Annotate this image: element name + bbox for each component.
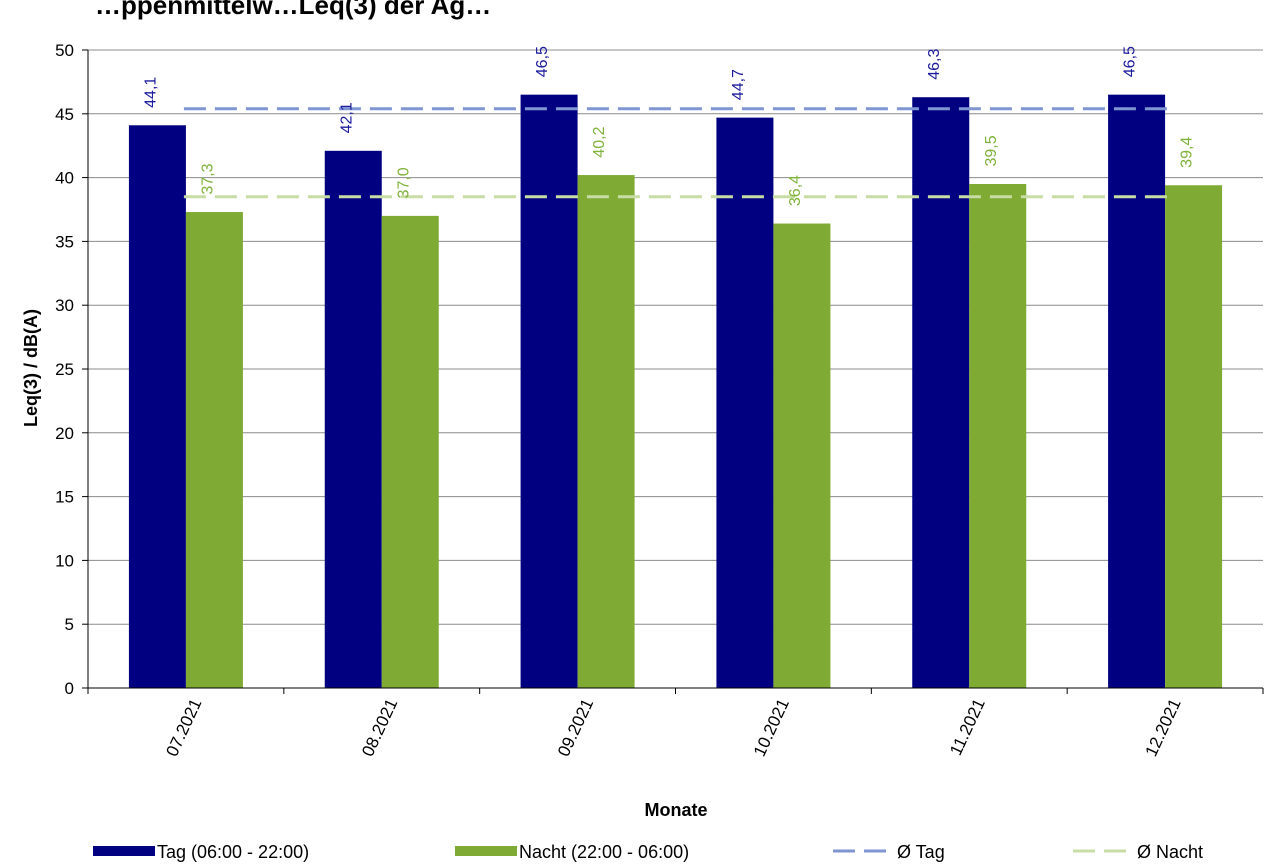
reference-lines (183, 107, 1168, 199)
data-label: 46,5 (534, 46, 551, 77)
legend-label: Nacht (22:00 - 06:00) (519, 842, 689, 862)
x-tick-label: 12.2021 (1142, 696, 1185, 760)
legend-swatch (93, 846, 155, 856)
x-tick-labels: 07.2021 08.2021 09.2021 10.2021 11.2021 12.20… (162, 696, 1184, 760)
y-tick-label: 10 (55, 551, 74, 570)
legend: Tag (06:00 - 22:00) Nacht (22:00 - 06:00)… (93, 842, 1203, 862)
x-axis-title: Monate (645, 800, 708, 820)
chart-title: …ppenmittelw…Leq(3) der Ag… (95, 0, 491, 20)
bar-tag-09.2021 (520, 94, 578, 688)
data-label: 37,3 (199, 163, 216, 194)
bar-nacht-09.2021 (577, 175, 635, 689)
legend-label: Ø Tag (897, 842, 945, 862)
bar-tag-11.2021 (912, 97, 970, 689)
legend-item-tag: Tag (06:00 - 22:00) (93, 842, 309, 862)
data-label: 39,4 (1179, 137, 1196, 168)
data-label: 39,5 (983, 135, 1000, 166)
y-tick-label: 25 (55, 360, 74, 379)
x-tick-label: 08.2021 (358, 696, 401, 760)
bars (128, 94, 1223, 689)
axes (82, 49, 1264, 694)
y-tick-label: 45 (55, 105, 74, 124)
data-labels: 44,1 42,1 46,5 44,7 46,3 46,5 37,3 37,0 40,2 36,4… (142, 46, 1195, 206)
y-tick-label: 40 (55, 169, 74, 188)
bar-nacht-12.2021 (1165, 185, 1223, 689)
y-tick-labels: 0 5 10 15 20 25 30 35 40 45 50 (55, 41, 74, 698)
data-label: 44,1 (142, 77, 159, 108)
bar-tag-10.2021 (716, 117, 774, 689)
legend-item-avg-nacht: Ø Nacht (1073, 842, 1203, 862)
data-label: 40,2 (591, 126, 608, 157)
y-tick-label: 15 (55, 488, 74, 507)
y-tick-label: 20 (55, 424, 74, 443)
bar-nacht-08.2021 (381, 215, 439, 688)
y-tick-label: 35 (55, 232, 74, 251)
x-tick-label: 07.2021 (162, 696, 205, 760)
legend-label: Ø Nacht (1137, 842, 1203, 862)
data-label: 46,3 (926, 49, 943, 80)
bar-tag-08.2021 (324, 150, 382, 688)
data-label: 36,4 (787, 175, 804, 206)
bar-nacht-11.2021 (969, 183, 1027, 689)
legend-label: Tag (06:00 - 22:00) (157, 842, 309, 862)
y-tick-label: 0 (65, 679, 74, 698)
y-tick-label: 5 (65, 615, 74, 634)
legend-item-nacht: Nacht (22:00 - 06:00) (455, 842, 689, 862)
bar-tag-07.2021 (128, 125, 186, 688)
grid (88, 49, 1263, 625)
x-tick-label: 10.2021 (750, 696, 793, 760)
bar-nacht-07.2021 (185, 212, 243, 688)
data-label: 44,7 (730, 69, 747, 100)
y-tick-label: 50 (55, 41, 74, 60)
y-axis-title: Leq(3) / dB(A) (21, 309, 41, 427)
legend-swatch (455, 846, 517, 856)
x-tick-label: 09.2021 (554, 696, 597, 760)
bar-nacht-10.2021 (773, 223, 831, 688)
legend-item-avg-tag: Ø Tag (833, 842, 945, 862)
data-label: 37,0 (395, 167, 412, 198)
data-label: 42,1 (338, 102, 355, 133)
y-tick-label: 30 (55, 296, 74, 315)
x-tick-label: 11.2021 (946, 696, 989, 759)
data-label: 46,5 (1122, 46, 1139, 77)
bar-tag-12.2021 (1108, 94, 1166, 688)
